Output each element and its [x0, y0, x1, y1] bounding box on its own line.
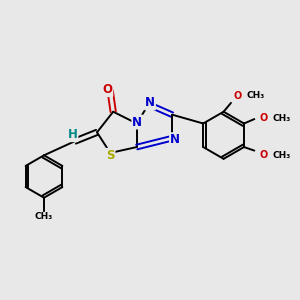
Text: CH₃: CH₃	[247, 91, 265, 100]
Text: CH₃: CH₃	[35, 212, 53, 221]
Text: S: S	[106, 149, 115, 162]
Text: N: N	[145, 96, 155, 110]
Text: N: N	[132, 116, 142, 128]
Text: O: O	[260, 113, 268, 124]
Text: O: O	[102, 83, 112, 96]
Text: N: N	[170, 133, 180, 146]
Text: H: H	[68, 128, 77, 141]
Text: O: O	[234, 91, 242, 100]
Text: CH₃: CH₃	[273, 114, 291, 123]
Text: CH₃: CH₃	[273, 151, 291, 160]
Text: O: O	[260, 150, 268, 160]
